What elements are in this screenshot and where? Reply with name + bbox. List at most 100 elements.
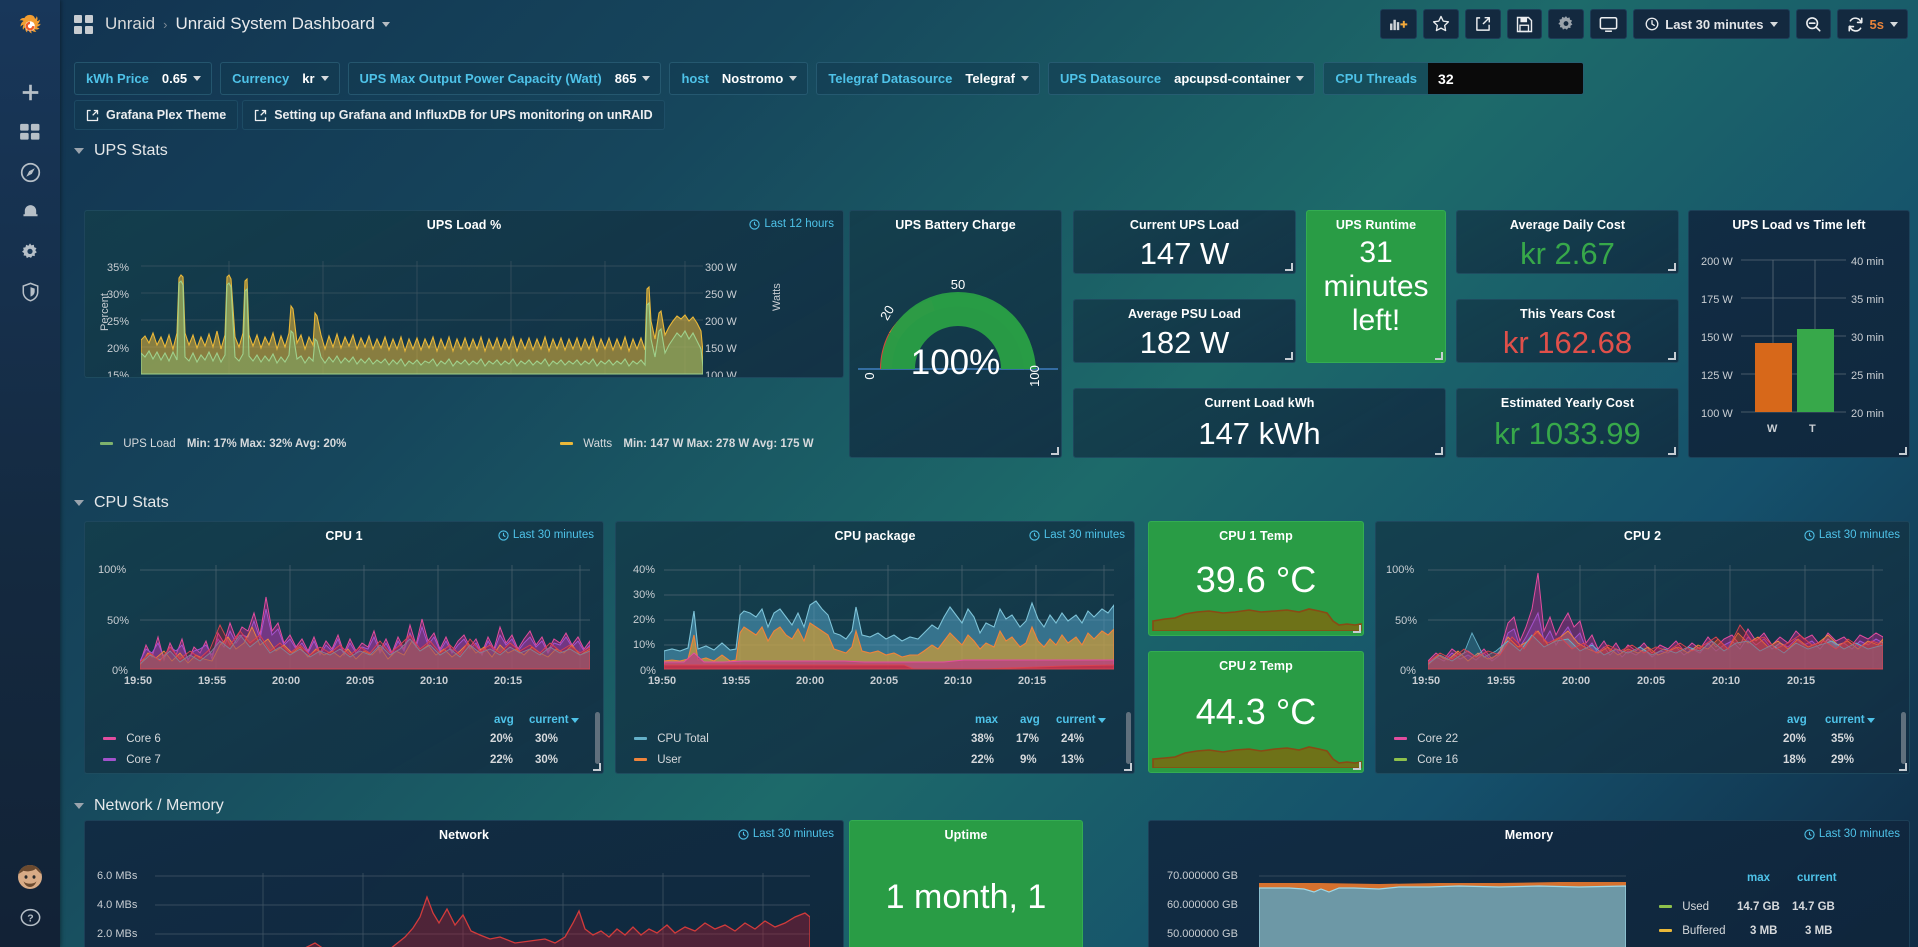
variable-value[interactable]: 0.65 bbox=[160, 63, 211, 94]
legend-item[interactable]: Buffered bbox=[1659, 925, 1725, 937]
chevron-down-icon[interactable] bbox=[381, 21, 390, 27]
add-panel-button[interactable] bbox=[1380, 9, 1418, 39]
panel-resize-handle[interactable] bbox=[593, 763, 601, 771]
dashboard-link-ups-monitoring-guide[interactable]: Setting up Grafana and InfluxDB for UPS … bbox=[242, 100, 665, 130]
dashboard-settings-button[interactable] bbox=[1548, 9, 1585, 39]
legend-column-header-current[interactable]: current bbox=[1056, 714, 1106, 726]
legend-item-watts[interactable]: Watts Min: 147 W Max: 278 W Avg: 175 W bbox=[560, 438, 814, 450]
panel-title[interactable]: CPU 2 bbox=[1623, 529, 1662, 543]
panel-title[interactable]: Memory bbox=[1504, 828, 1554, 842]
legend-scrollbar[interactable] bbox=[1901, 712, 1906, 764]
legend-scrollbar[interactable] bbox=[1126, 712, 1131, 764]
help-icon[interactable]: ? bbox=[0, 897, 60, 937]
panel-title[interactable]: UPS Battery Charge bbox=[895, 218, 1016, 232]
legend-column-header-current[interactable]: current bbox=[1825, 714, 1875, 726]
legend-scrollbar[interactable] bbox=[595, 712, 600, 764]
panel-title[interactable]: Average PSU Load bbox=[1128, 307, 1241, 321]
panel-resize-handle[interactable] bbox=[1668, 447, 1676, 455]
explore-icon[interactable] bbox=[0, 152, 60, 192]
panel-title[interactable]: UPS Runtime bbox=[1335, 218, 1417, 232]
panel-time-range[interactable]: Last 30 minutes bbox=[1029, 529, 1125, 541]
panel-title[interactable]: Current UPS Load bbox=[1129, 218, 1240, 232]
refresh-picker[interactable]: 5s bbox=[1836, 9, 1908, 39]
variable-telegraf-datasource[interactable]: Telegraf Datasource Telegraf bbox=[816, 62, 1040, 95]
legend-item[interactable]: Used bbox=[1659, 901, 1709, 913]
variable-value[interactable]: 865 bbox=[613, 63, 661, 94]
panel-title[interactable]: CPU 1 Temp bbox=[1219, 529, 1293, 543]
legend-item[interactable]: Core 7 bbox=[103, 754, 161, 766]
breadcrumb-folder[interactable]: Unraid bbox=[105, 14, 156, 33]
panel-title[interactable]: CPU package bbox=[834, 529, 916, 543]
variable-host[interactable]: host Nostromo bbox=[669, 62, 809, 95]
dashboard-grid-icon[interactable] bbox=[74, 14, 93, 34]
panel-time-range[interactable]: Last 30 minutes bbox=[498, 529, 594, 541]
legend-column-header[interactable]: max bbox=[975, 714, 999, 726]
panel-title[interactable]: Network bbox=[438, 828, 490, 842]
panel-title[interactable]: Estimated Yearly Cost bbox=[1500, 396, 1635, 410]
row-header-network-memory[interactable]: Network / Memory bbox=[74, 797, 224, 815]
legend-item[interactable]: Core 16 bbox=[1394, 754, 1458, 766]
panel-resize-handle[interactable] bbox=[1668, 263, 1676, 271]
panel-title[interactable]: UPS Load % bbox=[426, 218, 502, 232]
avatar[interactable] bbox=[0, 857, 60, 897]
row-header-ups-stats[interactable]: UPS Stats bbox=[74, 142, 168, 160]
panel-resize-handle[interactable] bbox=[1051, 447, 1059, 455]
create-icon[interactable] bbox=[0, 72, 60, 112]
zoom-out-time-button[interactable] bbox=[1795, 9, 1831, 39]
legend-column-header-current[interactable]: current bbox=[529, 714, 579, 726]
legend-column-header[interactable]: max bbox=[1747, 872, 1771, 884]
tv-mode-button[interactable] bbox=[1590, 9, 1628, 39]
panel-title[interactable]: CPU 1 bbox=[325, 529, 363, 543]
dashboard-link-grafana-plex-theme[interactable]: Grafana Plex Theme bbox=[74, 100, 239, 130]
variable-currency[interactable]: Currency kr bbox=[220, 62, 340, 95]
panel-resize-handle[interactable] bbox=[1668, 352, 1676, 360]
panel-resize-handle[interactable] bbox=[1435, 447, 1443, 455]
legend-item[interactable]: Core 22 bbox=[1394, 733, 1458, 745]
mark-favorite-button[interactable] bbox=[1423, 9, 1460, 39]
row-header-cpu-stats[interactable]: CPU Stats bbox=[74, 494, 169, 512]
variable-kwh-price[interactable]: kWh Price 0.65 bbox=[74, 62, 213, 95]
configuration-icon[interactable] bbox=[0, 232, 60, 272]
panel-time-range[interactable]: Last 30 minutes bbox=[738, 828, 834, 840]
legend-item[interactable]: User bbox=[634, 754, 681, 766]
panel-time-range[interactable]: Last 30 minutes bbox=[1804, 529, 1900, 541]
legend-column-header[interactable]: current bbox=[1797, 872, 1837, 884]
panel-resize-handle[interactable] bbox=[1899, 447, 1907, 455]
panel-time-range[interactable]: Last 30 minutes bbox=[1804, 828, 1900, 840]
variable-ups-datasource[interactable]: UPS Datasource apcupsd-container bbox=[1047, 62, 1316, 95]
share-dashboard-button[interactable] bbox=[1465, 9, 1502, 39]
panel-title[interactable]: Uptime bbox=[944, 828, 988, 842]
panel-title[interactable]: UPS Load vs Time left bbox=[1732, 218, 1866, 232]
panel-title[interactable]: CPU 2 Temp bbox=[1219, 659, 1293, 673]
alerting-icon[interactable] bbox=[0, 192, 60, 232]
panel-title[interactable]: This Years Cost bbox=[1519, 307, 1616, 321]
shield-icon[interactable] bbox=[0, 272, 60, 312]
legend-item-ups-load[interactable]: UPS Load Min: 17% Max: 32% Avg: 20% bbox=[100, 438, 346, 450]
page-title[interactable]: Unraid System Dashboard bbox=[175, 14, 375, 33]
panel-resize-handle[interactable] bbox=[1285, 352, 1293, 360]
legend-item[interactable]: Core 6 bbox=[103, 733, 161, 745]
variable-cpu-threads[interactable]: CPU Threads bbox=[1323, 62, 1585, 95]
panel-title[interactable]: Average Daily Cost bbox=[1509, 218, 1626, 232]
panel-resize-handle[interactable] bbox=[1899, 763, 1907, 771]
time-range-picker[interactable]: Last 30 minutes bbox=[1633, 9, 1790, 39]
variable-value[interactable]: Nostromo bbox=[720, 63, 807, 94]
save-dashboard-button[interactable] bbox=[1507, 9, 1543, 39]
variable-ups-max-output-power-capacity[interactable]: UPS Max Output Power Capacity (Watt) 865 bbox=[347, 62, 662, 95]
panel-title[interactable]: Current Load kWh bbox=[1204, 396, 1315, 410]
panel-resize-handle[interactable] bbox=[1353, 762, 1361, 770]
legend-column-header[interactable]: avg bbox=[1020, 714, 1040, 726]
panel-time-range[interactable]: Last 12 hours bbox=[749, 218, 834, 230]
variable-value[interactable]: kr bbox=[300, 63, 338, 94]
panel-resize-handle[interactable] bbox=[1285, 263, 1293, 271]
legend-item[interactable]: CPU Total bbox=[634, 733, 709, 745]
legend-column-header[interactable]: avg bbox=[1787, 714, 1807, 726]
panel-resize-handle[interactable] bbox=[1435, 352, 1443, 360]
dashboards-icon[interactable] bbox=[0, 112, 60, 152]
variable-value[interactable]: apcupsd-container bbox=[1172, 63, 1314, 94]
panel-resize-handle[interactable] bbox=[1124, 763, 1132, 771]
variable-value[interactable]: Telegraf bbox=[963, 63, 1039, 94]
grafana-logo[interactable] bbox=[0, 6, 60, 50]
cpu-threads-input[interactable] bbox=[1428, 63, 1584, 94]
legend-column-header[interactable]: avg bbox=[494, 714, 514, 726]
